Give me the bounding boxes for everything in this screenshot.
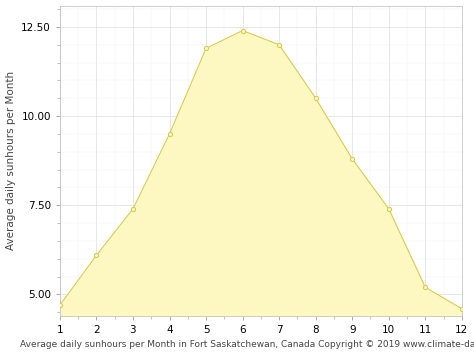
X-axis label: Average daily sunhours per Month in Fort Saskatchewan, Canada Copyright © 2019 w: Average daily sunhours per Month in Fort… — [20, 340, 474, 349]
Y-axis label: Average daily sunhours per Month: Average daily sunhours per Month — [6, 71, 16, 250]
